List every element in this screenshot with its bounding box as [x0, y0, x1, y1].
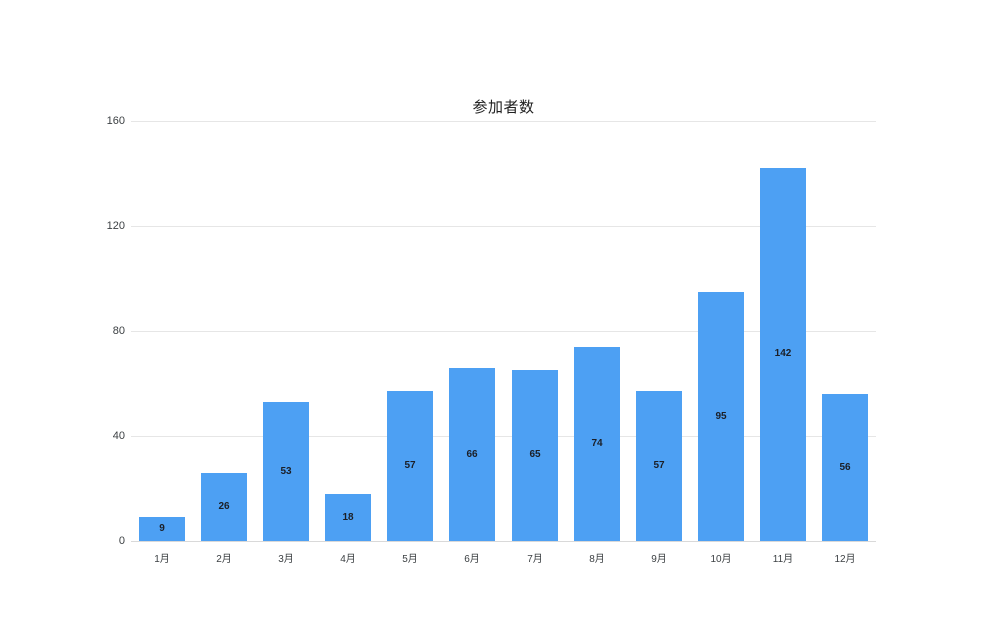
gridline	[131, 226, 876, 227]
x-axis-label: 3月	[278, 554, 294, 565]
x-axis-label: 5月	[402, 554, 418, 565]
bar-6月[interactable]: 66	[449, 368, 495, 541]
bar-12月[interactable]: 56	[822, 394, 868, 541]
bar-value-label: 65	[529, 449, 541, 460]
bar-value-label: 74	[591, 438, 603, 449]
bar-11月[interactable]: 142	[760, 168, 806, 541]
bar-7月[interactable]: 65	[512, 370, 558, 541]
bar-3月[interactable]: 53	[263, 402, 309, 541]
bar-10月[interactable]: 95	[698, 292, 744, 541]
x-axis-label: 2月	[216, 554, 232, 565]
x-axis-label: 10月	[710, 554, 732, 565]
bar-value-label: 9	[159, 523, 165, 534]
x-axis-label: 11月	[772, 554, 794, 565]
bar-value-label: 142	[774, 348, 792, 359]
bar-value-label: 26	[218, 501, 230, 512]
chart-title: 参加者数	[472, 99, 535, 116]
x-axis-label: 1月	[154, 554, 170, 565]
x-axis-label: 4月	[340, 554, 356, 565]
x-axis-label: 6月	[464, 554, 480, 565]
gridline	[131, 436, 876, 437]
bar-value-label: 56	[839, 462, 851, 473]
plot-area: 9 26 53 18 57 66 65 74 57 95 142 56	[131, 121, 876, 542]
bar-5月[interactable]: 57	[387, 391, 433, 541]
bar-9月[interactable]: 57	[636, 391, 682, 541]
gridline	[131, 121, 876, 122]
bar-value-label: 57	[404, 460, 416, 471]
x-axis-label: 12月	[834, 554, 856, 565]
gridline	[131, 331, 876, 332]
bar-1月[interactable]: 9	[139, 517, 185, 541]
bar-value-label: 66	[466, 449, 478, 460]
bar-value-label: 53	[280, 466, 292, 477]
x-axis-label: 7月	[527, 554, 543, 565]
bar-value-label: 95	[715, 411, 727, 422]
bar-value-label: 57	[653, 460, 665, 471]
x-axis-baseline	[131, 541, 876, 542]
x-axis-label: 9月	[651, 554, 667, 565]
x-axis-label: 8月	[589, 554, 605, 565]
y-axis-tick-label: 160	[106, 115, 125, 127]
y-axis-tick-label: 0	[118, 535, 125, 547]
y-axis-tick-label: 80	[112, 325, 125, 337]
y-axis-tick-label: 40	[112, 430, 125, 442]
bar-4月[interactable]: 18	[325, 494, 371, 541]
bar-8月[interactable]: 74	[574, 347, 620, 541]
bar-value-label: 18	[342, 512, 354, 523]
bar-2月[interactable]: 26	[201, 473, 247, 541]
y-axis-tick-label: 120	[106, 220, 125, 232]
